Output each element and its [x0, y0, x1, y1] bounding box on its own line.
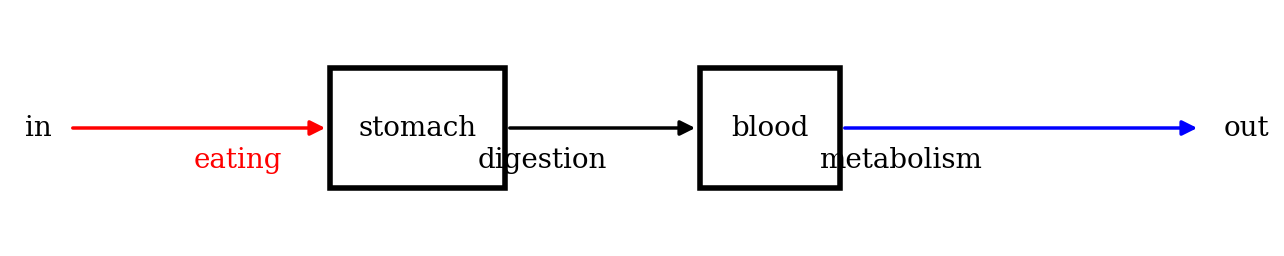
- Text: eating: eating: [194, 147, 282, 175]
- Bar: [700, 68, 840, 188]
- Text: stomach: stomach: [358, 114, 476, 142]
- Text: in: in: [24, 114, 51, 142]
- Bar: [330, 68, 505, 188]
- Text: metabolism: metabolism: [819, 147, 981, 175]
- Text: digestion: digestion: [478, 147, 606, 175]
- Text: out: out: [1224, 114, 1269, 142]
- Text: blood: blood: [732, 114, 809, 142]
